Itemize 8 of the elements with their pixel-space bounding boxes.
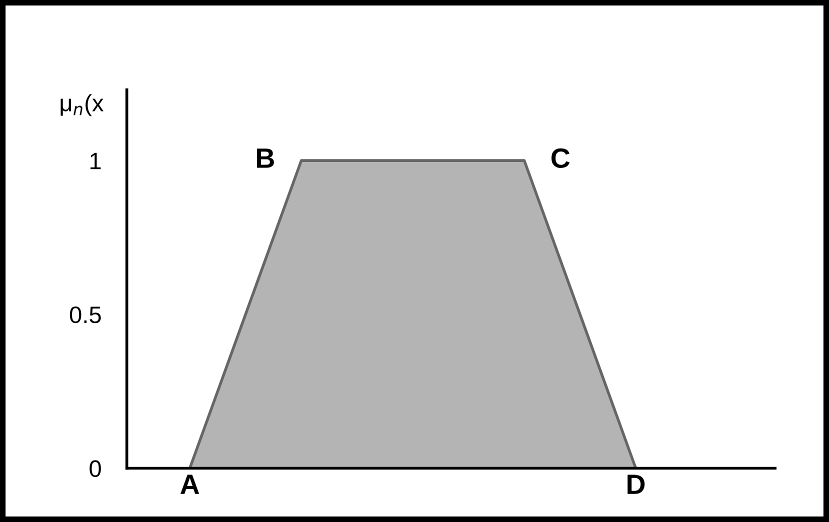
y-tick-label: 0.5 <box>70 306 101 324</box>
annotation: B <box>257 148 274 168</box>
x-tick-label: D <box>628 474 645 494</box>
y-axis-title: μ$_{n}$(x <box>60 94 104 116</box>
y-tick-label: 1 <box>90 152 101 170</box>
x-tick-label: A <box>180 474 200 494</box>
y-tick-label: 0 <box>90 460 101 478</box>
annotation: C <box>552 148 570 168</box>
